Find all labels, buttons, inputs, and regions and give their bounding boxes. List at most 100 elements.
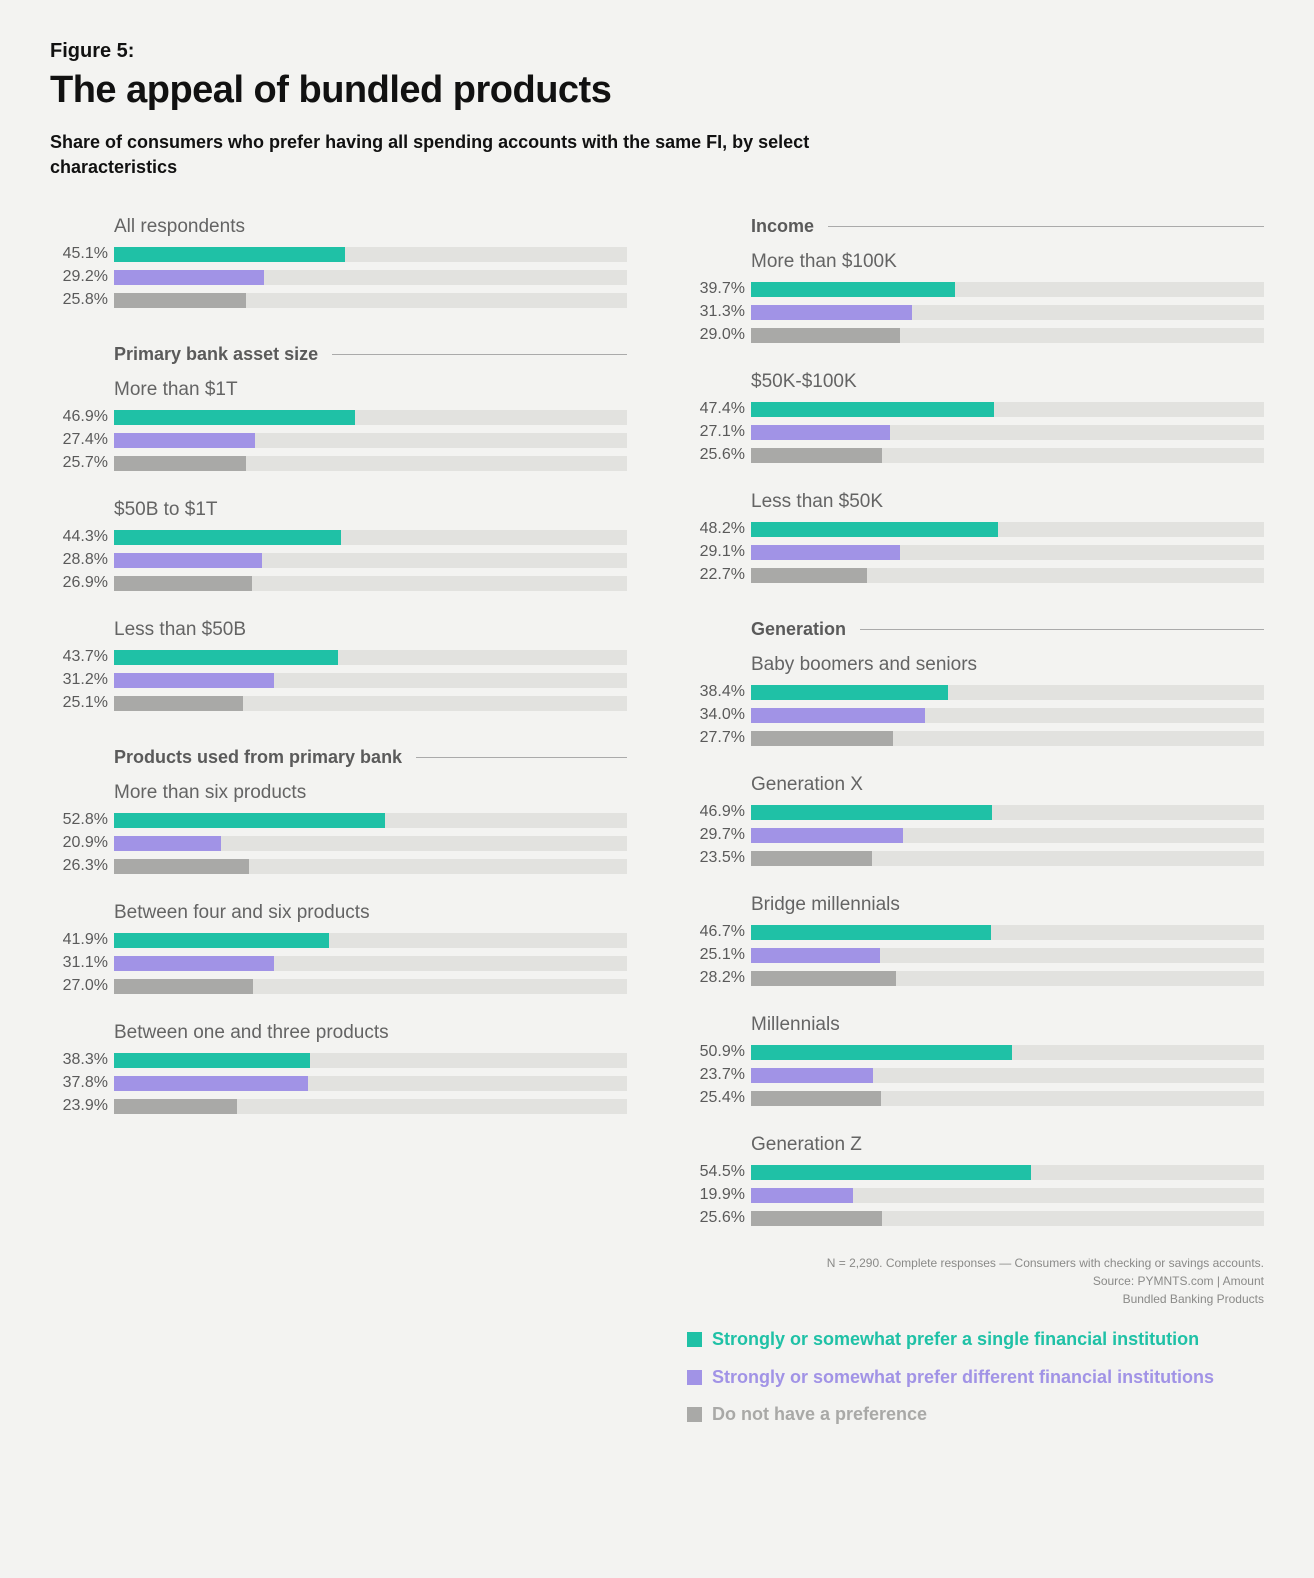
bar-fill [114,673,274,688]
group-label: Millennials [751,1014,1264,1036]
legend-swatch [687,1407,702,1422]
bar-value-label: 41.9% [50,931,114,949]
bar-fill [114,650,338,665]
bar-row: 27.7% [687,728,1264,748]
bar-fill [114,293,246,308]
bar-value-label: 52.8% [50,811,114,829]
bar-track [751,522,1264,537]
bar-value-label: 25.1% [50,694,114,712]
bar-group: $50B to $1T44.3%28.8%26.9% [50,499,627,593]
group-label: Less than $50K [751,491,1264,513]
bar-fill [751,402,994,417]
bar-row: 25.6% [687,1208,1264,1228]
bar-row: 37.8% [50,1073,627,1093]
bar-track [114,1099,627,1114]
bar-track [751,1091,1264,1106]
bar-row: 46.9% [687,802,1264,822]
bar-row: 25.8% [50,290,627,310]
bar-track [114,933,627,948]
group-label: Between one and three products [114,1022,627,1044]
bar-track [751,1188,1264,1203]
bar-value-label: 29.1% [687,543,751,561]
bar-value-label: 25.8% [50,291,114,309]
figure-label: Figure 5: [50,40,1264,63]
bar-value-label: 28.2% [687,969,751,987]
bar-fill [114,696,243,711]
bar-track [114,270,627,285]
bar-row: 25.1% [687,945,1264,965]
bar-group: More than $1T46.9%27.4%25.7% [50,379,627,473]
group-label: $50B to $1T [114,499,627,521]
bar-value-label: 39.7% [687,280,751,298]
bar-track [751,545,1264,560]
bar-row: 23.7% [687,1065,1264,1085]
section-header-text: Primary bank asset size [114,344,318,365]
bar-fill [751,448,882,463]
bar-value-label: 47.4% [687,400,751,418]
bar-fill [751,1068,873,1083]
bar-group: More than $100K39.7%31.3%29.0% [687,251,1264,345]
bar-track [751,1045,1264,1060]
bar-row: 20.9% [50,833,627,853]
bar-row: 25.4% [687,1088,1264,1108]
bar-row: 45.1% [50,244,627,264]
right-column: IncomeMore than $100K39.7%31.3%29.0%$50K… [687,216,1264,1440]
bar-fill [751,971,896,986]
legend-item: Do not have a preference [687,1403,1264,1426]
bar-row: 29.1% [687,542,1264,562]
bar-value-label: 22.7% [687,566,751,584]
bar-fill [114,433,255,448]
bar-value-label: 27.0% [50,977,114,995]
bar-track [114,553,627,568]
bar-group: Baby boomers and seniors38.4%34.0%27.7% [687,654,1264,748]
section-rule [416,757,627,758]
bar-track [751,305,1264,320]
bar-group: Generation Z54.5%19.9%25.6% [687,1134,1264,1228]
bar-fill [751,425,890,440]
bar-value-label: 23.5% [687,849,751,867]
section-rule [828,226,1264,227]
bar-group: Less than $50B43.7%31.2%25.1% [50,619,627,713]
bar-fill [751,522,998,537]
bar-value-label: 45.1% [50,245,114,263]
bar-fill [114,530,341,545]
bar-fill [114,1099,237,1114]
bar-row: 29.7% [687,825,1264,845]
legend-swatch [687,1332,702,1347]
bar-value-label: 29.2% [50,268,114,286]
bar-track [114,247,627,262]
bar-fill [751,1211,882,1226]
bar-row: 22.7% [687,565,1264,585]
bar-fill [751,685,948,700]
bar-value-label: 27.7% [687,729,751,747]
bar-track [751,425,1264,440]
bar-group: More than six products52.8%20.9%26.3% [50,782,627,876]
bar-track [751,805,1264,820]
bar-track [114,1076,627,1091]
bar-row: 29.0% [687,325,1264,345]
bar-value-label: 31.2% [50,671,114,689]
bar-row: 43.7% [50,647,627,667]
section-header: Products used from primary bank [114,747,627,768]
bar-track [114,456,627,471]
bar-value-label: 29.0% [687,326,751,344]
bar-group: $50K-$100K47.4%27.1%25.6% [687,371,1264,465]
bar-fill [114,1053,310,1068]
chart-columns: All respondents45.1%29.2%25.8%Primary ba… [50,216,1264,1440]
bar-track [114,530,627,545]
bar-row: 31.1% [50,953,627,973]
group-label: More than $1T [114,379,627,401]
bar-value-label: 26.3% [50,857,114,875]
group-label: More than $100K [751,251,1264,273]
bar-value-label: 27.1% [687,423,751,441]
bar-row: 52.8% [50,810,627,830]
bar-fill [114,956,274,971]
bar-row: 31.2% [50,670,627,690]
group-label: Generation X [751,774,1264,796]
bar-track [114,836,627,851]
bar-fill [751,1091,881,1106]
section-rule [332,354,627,355]
bar-track [751,568,1264,583]
bar-group: Generation X 46.9% 29.7% 23.5% [687,774,1264,868]
group-label: Between four and six products [114,902,627,924]
